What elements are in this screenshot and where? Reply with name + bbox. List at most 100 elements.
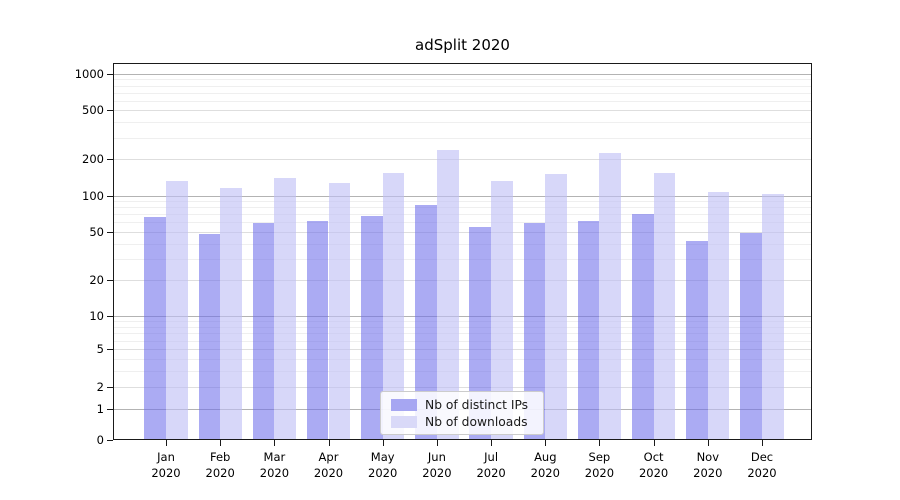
x-tick-label: Feb 2020 (205, 450, 235, 480)
legend-swatch-downloads (391, 415, 417, 428)
gridline-minor (114, 214, 811, 216)
x-tick-mark (545, 440, 547, 446)
y-tick-mark (107, 387, 113, 389)
legend-entry-distinct-ips: Nb of distinct IPs (381, 398, 543, 412)
gridline-minor (114, 207, 811, 209)
y-tick-label: 2 (96, 380, 104, 395)
x-tick-label: Aug 2020 (530, 450, 560, 480)
bar-distinct-ips-nov (686, 241, 708, 440)
y-tick-label: 1 (96, 401, 104, 416)
x-tick-mark (707, 440, 709, 446)
gridline-minor (114, 321, 811, 323)
bar-downloads-may (382, 173, 405, 440)
legend-label-distinct-ips: Nb of distinct IPs (425, 397, 529, 412)
y-tick-label: 200 (82, 152, 104, 166)
gridline (114, 231, 811, 233)
y-tick-label: 0 (96, 433, 104, 447)
bar-downloads-sep (599, 152, 622, 440)
bar-downloads-apr (328, 182, 351, 440)
y-tick-label: 100 (82, 188, 104, 203)
bar-downloads-jul (491, 180, 513, 440)
chart-title: adSplit 2020 (415, 36, 510, 54)
x-tick-label: Mar 2020 (259, 450, 290, 480)
gridline-minor (114, 137, 811, 139)
bar-distinct-ips-dec (740, 233, 762, 440)
x-tick-label: Sep 2020 (584, 450, 615, 480)
x-tick-label: Jun 2020 (422, 450, 452, 480)
legend-label-downloads: Nb of downloads (425, 414, 528, 429)
x-tick-mark (328, 440, 330, 446)
y-tick-mark (107, 316, 113, 317)
y-tick-mark (107, 73, 113, 75)
x-tick-mark (382, 440, 384, 446)
bar-downloads-jun (436, 150, 459, 440)
gridline-major (114, 316, 811, 317)
gridline-minor (114, 358, 811, 360)
x-tick-mark (491, 440, 493, 446)
bar-downloads-feb (220, 188, 242, 440)
bar-downloads-mar (274, 177, 297, 440)
gridline-minor (114, 333, 811, 335)
y-tick-label: 500 (82, 103, 104, 118)
gridline-minor (114, 258, 811, 260)
plot-area (113, 63, 812, 440)
y-tick-mark (107, 408, 113, 410)
legend: Nb of distinct IPs Nb of downloads (380, 391, 544, 435)
gridline-minor (114, 100, 811, 102)
x-tick-mark (166, 440, 167, 446)
gridline-minor (114, 92, 811, 94)
gridline-major (114, 73, 811, 75)
x-tick-mark (274, 440, 276, 446)
bar-distinct-ips-mar (252, 223, 275, 440)
x-tick-label: Dec 2020 (747, 450, 777, 480)
gridline-minor (114, 326, 811, 328)
legend-swatch-distinct-ips (391, 398, 417, 411)
bar-distinct-ips-apr (306, 220, 329, 440)
bar-distinct-ips-may (361, 215, 383, 440)
x-tick-label: Apr 2020 (313, 450, 344, 480)
y-tick-mark (107, 231, 113, 233)
gridline (114, 387, 811, 389)
bar-distinct-ips-feb (198, 234, 221, 440)
bar-distinct-ips-oct (631, 213, 654, 440)
gridline (114, 349, 811, 351)
y-tick-label: 10 (89, 309, 104, 323)
y-tick-mark (107, 159, 113, 160)
x-tick-label: Jan 2020 (151, 450, 181, 480)
y-tick-mark (107, 195, 113, 197)
x-tick-mark (653, 440, 655, 446)
x-tick-label: May 2020 (368, 450, 398, 480)
x-tick-mark (220, 440, 222, 446)
bar-downloads-dec (762, 194, 784, 440)
gridline-minor (114, 85, 811, 87)
x-tick-mark (762, 440, 763, 446)
gridline (114, 110, 811, 112)
y-tick-label: 1000 (74, 66, 104, 81)
x-tick-mark (599, 440, 601, 446)
gridline-minor (114, 79, 811, 81)
x-tick-label: Oct 2020 (638, 450, 669, 480)
y-tick-label: 5 (96, 342, 104, 357)
x-tick-label: Jul 2020 (476, 450, 506, 480)
gridline-major (114, 195, 811, 197)
bar-downloads-jan (166, 180, 188, 440)
bar-downloads-aug (545, 173, 567, 440)
bar-distinct-ips-jan (144, 217, 166, 440)
bar-distinct-ips-jun (415, 205, 437, 440)
gridline-minor (114, 340, 811, 342)
gridline (114, 279, 811, 281)
bar-downloads-nov (707, 191, 730, 440)
gridline (114, 159, 811, 160)
gridline-minor (114, 370, 811, 372)
x-tick-label: Nov 2020 (693, 450, 723, 480)
bar-distinct-ips-aug (523, 223, 546, 440)
gridline-minor (114, 122, 811, 124)
legend-entry-downloads: Nb of downloads (381, 415, 543, 429)
y-tick-mark (107, 440, 113, 441)
bar-distinct-ips-jul (469, 226, 492, 440)
y-tick-label: 20 (89, 272, 104, 287)
y-tick-label: 50 (89, 224, 104, 239)
gridline-minor (114, 222, 811, 224)
bar-downloads-oct (653, 173, 676, 440)
